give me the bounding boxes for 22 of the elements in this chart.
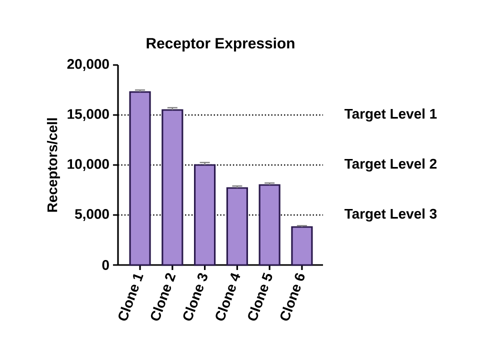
y-tick-label: 20,000 (67, 59, 109, 71)
bar (226, 187, 248, 266)
y-tick-label: 5,000 (75, 209, 109, 221)
y-tick-label: 10,000 (68, 159, 109, 171)
y-axis-title: Receptors/cell (46, 118, 60, 212)
x-tick-label: Clone 4 (216, 273, 240, 321)
bar (129, 91, 151, 266)
y-tick-label: 0 (102, 260, 109, 270)
x-tick-label: Clone 5 (248, 272, 272, 321)
ref-line-label: Target Level 2 (344, 158, 437, 172)
x-tick-label: Clone 2 (150, 273, 176, 321)
x-tick-label: Clone 6 (280, 273, 305, 321)
chart-title: Receptor Expression (146, 38, 294, 52)
bar (258, 184, 280, 266)
ref-line-label: Target Level 1 (344, 108, 437, 122)
x-tick-label: Clone 1 (118, 274, 144, 321)
ref-line-label: Target Level 3 (344, 208, 437, 222)
bar (291, 226, 313, 266)
bar (194, 164, 216, 266)
bar (162, 109, 184, 266)
y-tick-label: 15,000 (68, 109, 109, 121)
x-tick-label: Clone 3 (183, 273, 208, 321)
